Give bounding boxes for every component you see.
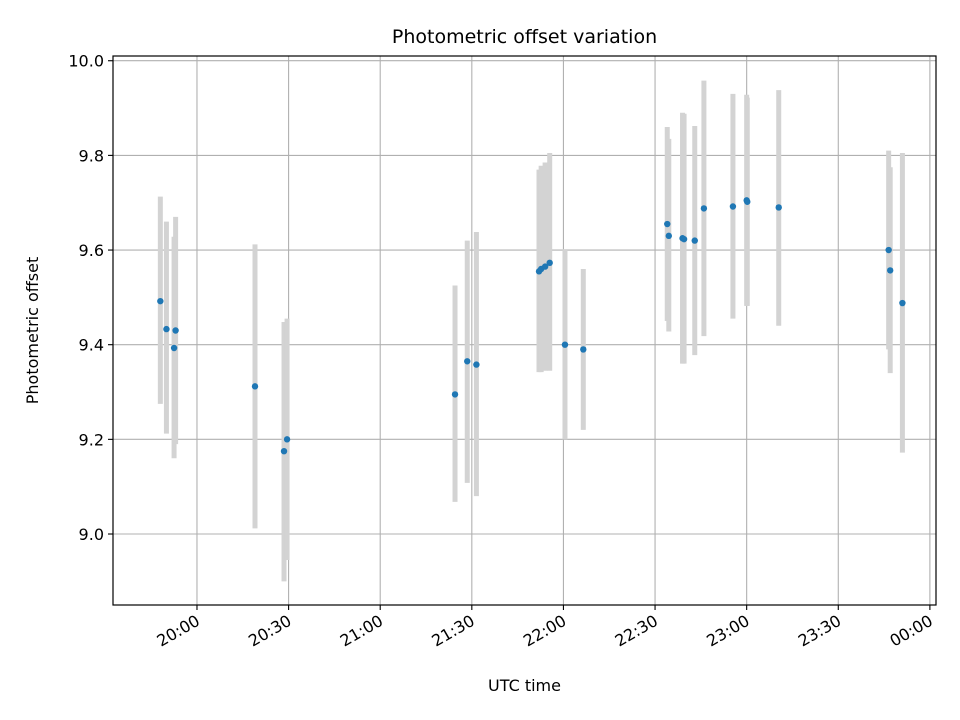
y-tick-label: 9.0 bbox=[79, 525, 104, 544]
data-point bbox=[899, 299, 906, 307]
data-point bbox=[886, 267, 894, 274]
y-axis-ticks: 9.0 9.2 9.4 9.6 9.8 10.0 bbox=[68, 52, 113, 544]
data-point bbox=[744, 198, 751, 205]
y-tick-label: 9.4 bbox=[79, 336, 104, 355]
data-point bbox=[680, 235, 688, 243]
data-point bbox=[729, 203, 737, 210]
data-point bbox=[170, 344, 178, 352]
data-point bbox=[464, 358, 471, 365]
y-tick-label: 9.6 bbox=[79, 241, 104, 260]
y-tick-label: 10.0 bbox=[68, 52, 104, 71]
data-point bbox=[885, 246, 892, 254]
data-point bbox=[283, 436, 291, 443]
data-point bbox=[546, 259, 553, 267]
data-point bbox=[280, 447, 288, 455]
data-point bbox=[163, 325, 170, 333]
data-point bbox=[580, 346, 587, 353]
data-point bbox=[473, 361, 480, 368]
data-point bbox=[775, 204, 782, 211]
data-point bbox=[157, 297, 164, 305]
plot-frame bbox=[112, 55, 937, 606]
data-point bbox=[172, 327, 179, 334]
data-point bbox=[541, 263, 549, 270]
data-points bbox=[157, 197, 906, 455]
y-axis-label: Photometric offset bbox=[23, 257, 42, 405]
data-point bbox=[691, 237, 698, 244]
data-point bbox=[561, 341, 569, 348]
data-point bbox=[664, 220, 671, 228]
data-point bbox=[251, 383, 259, 390]
y-tick-label: 9.2 bbox=[79, 430, 104, 449]
x-axis-label: UTC time bbox=[488, 676, 561, 695]
chart-title: Photometric offset variation bbox=[392, 26, 657, 48]
data-point bbox=[451, 391, 459, 398]
data-point bbox=[700, 205, 708, 212]
data-point bbox=[665, 232, 672, 240]
y-tick-label: 9.8 bbox=[79, 146, 104, 165]
